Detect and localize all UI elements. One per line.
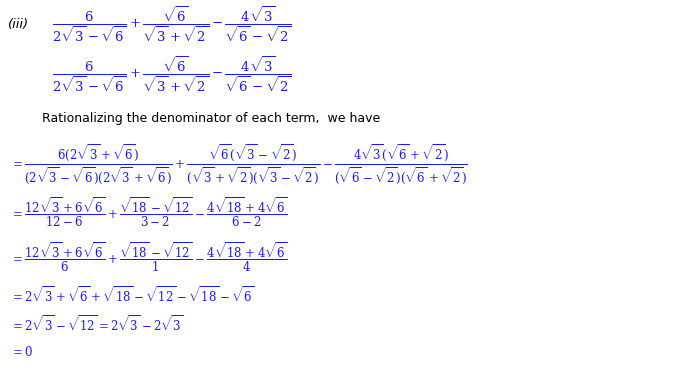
Text: $=\dfrac{12\sqrt{3}+6\sqrt{6}}{12-6}+\dfrac{\sqrt{18}-\sqrt{12}}{3-2}-\dfrac{4\s: $=\dfrac{12\sqrt{3}+6\sqrt{6}}{12-6}+\df… [10,195,288,229]
Text: $=2\sqrt{3}-\sqrt{12}=2\sqrt{3}-2\sqrt{3}$: $=2\sqrt{3}-\sqrt{12}=2\sqrt{3}-2\sqrt{3… [10,315,184,334]
Text: $=\dfrac{6(2\sqrt{3}+\sqrt{6})}{(2\sqrt{3}-\sqrt{6})(2\sqrt{3}+\sqrt{6})}+\dfrac: $=\dfrac{6(2\sqrt{3}+\sqrt{6})}{(2\sqrt{… [10,142,468,186]
Text: $\dfrac{6}{2\sqrt{3}-\sqrt{6}}+\dfrac{\sqrt{6}}{\sqrt{3}+\sqrt{2}}-\dfrac{4\sqrt: $\dfrac{6}{2\sqrt{3}-\sqrt{6}}+\dfrac{\s… [52,55,292,94]
Text: Rationalizing the denominator of each term,  we have: Rationalizing the denominator of each te… [42,112,380,125]
Text: (iii): (iii) [8,18,29,31]
Text: $=2\sqrt{3}+\sqrt{6}+\sqrt{18}-\sqrt{12}-\sqrt{18}-\sqrt{6}$: $=2\sqrt{3}+\sqrt{6}+\sqrt{18}-\sqrt{12}… [10,285,255,304]
Text: $=0$: $=0$ [10,345,34,360]
Text: $\dfrac{6}{2\sqrt{3}-\sqrt{6}}+\dfrac{\sqrt{6}}{\sqrt{3}+\sqrt{2}}-\dfrac{4\sqrt: $\dfrac{6}{2\sqrt{3}-\sqrt{6}}+\dfrac{\s… [52,4,292,44]
Text: $=\dfrac{12\sqrt{3}+6\sqrt{6}}{6}+\dfrac{\sqrt{18}-\sqrt{12}}{1}-\dfrac{4\sqrt{1: $=\dfrac{12\sqrt{3}+6\sqrt{6}}{6}+\dfrac… [10,241,288,274]
